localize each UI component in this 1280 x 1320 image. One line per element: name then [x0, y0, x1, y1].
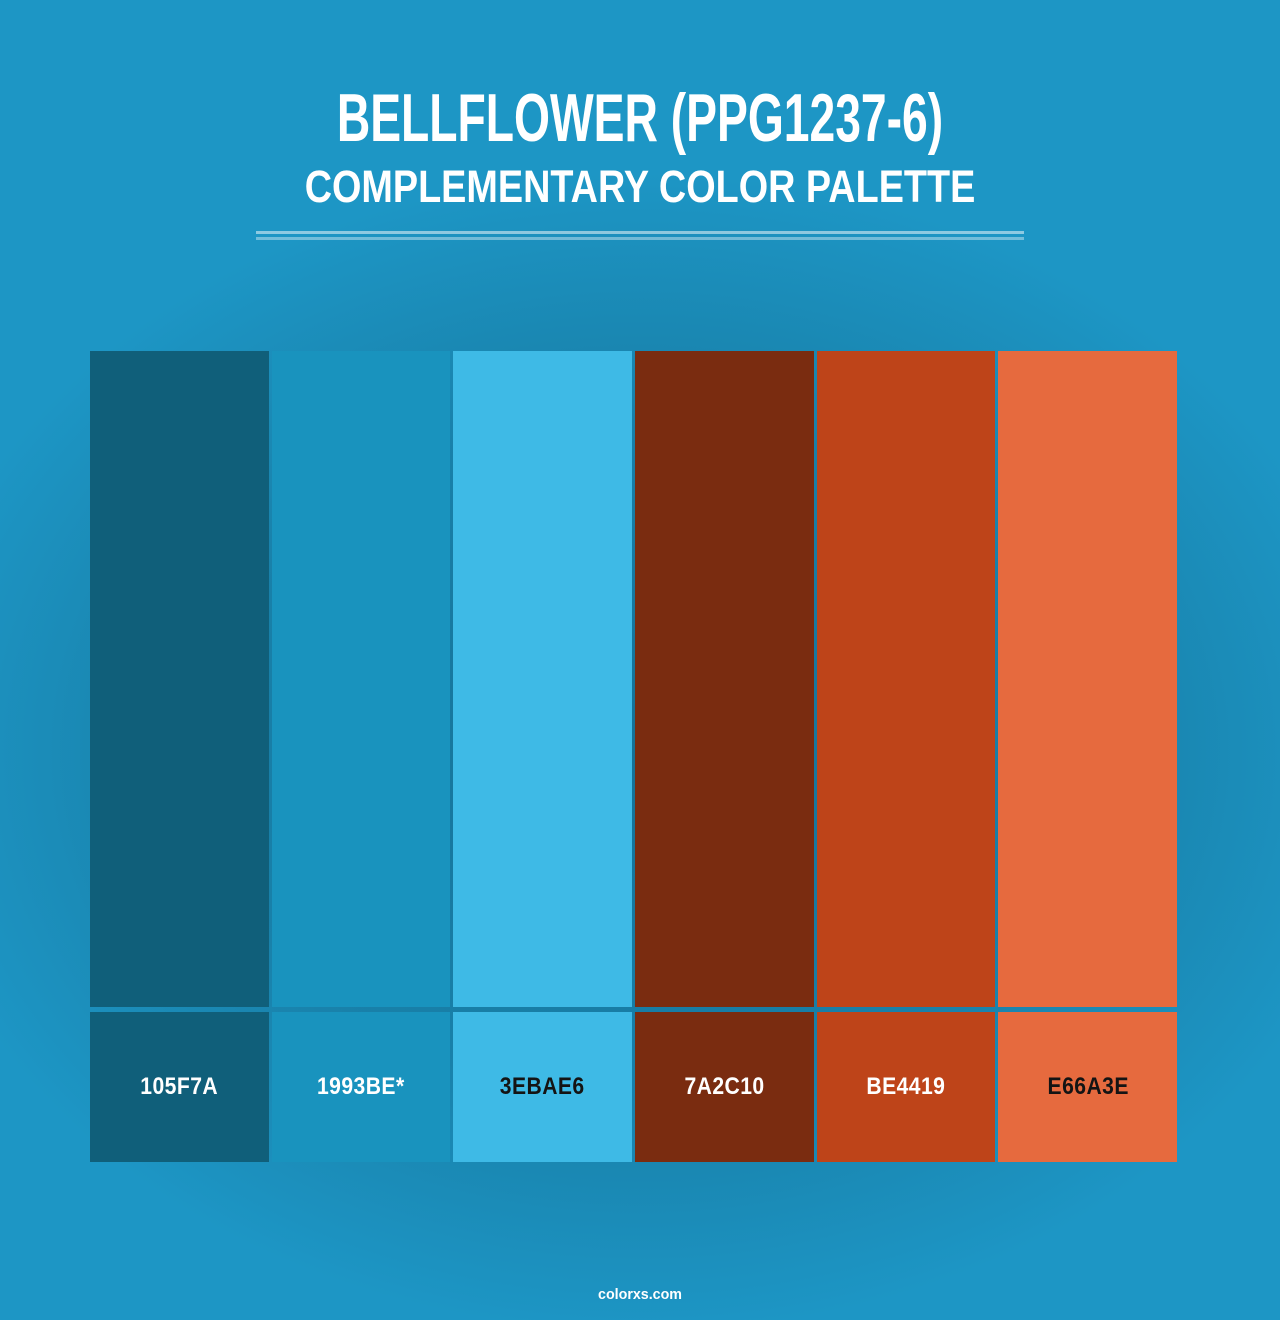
- color-palette: 105F7A 1993BE* 3EBAE6 7A2C10 BE4419 E66A…: [90, 351, 1178, 1162]
- swatch-label-box: 1993BE*: [271, 1012, 451, 1162]
- swatch-label-box: E66A3E: [998, 1012, 1178, 1162]
- color-swatch: [816, 351, 996, 1007]
- swatch-label-box: 3EBAE6: [453, 1012, 633, 1162]
- color-swatch: [453, 351, 633, 1007]
- swatch-hex-label: 3EBAE6: [500, 1073, 586, 1100]
- palette-column-2: 1993BE*: [271, 351, 451, 1162]
- footer-site-label: colorxs.com: [598, 1286, 682, 1303]
- palette-column-5: BE4419: [816, 351, 996, 1162]
- swatch-label-box: 105F7A: [90, 1012, 269, 1162]
- palette-column-4: 7A2C10: [635, 351, 814, 1162]
- swatch-hex-label: E66A3E: [1047, 1073, 1129, 1100]
- swatch-label-box: BE4419: [816, 1012, 996, 1162]
- palette-column-6: E66A3E: [998, 351, 1178, 1162]
- swatch-label-box: 7A2C10: [635, 1012, 814, 1162]
- swatch-hex-label: BE4419: [866, 1073, 946, 1100]
- page-title: BELLFLOWER (PPG1237-6): [336, 80, 944, 156]
- swatch-hex-label: 7A2C10: [684, 1073, 765, 1100]
- swatch-hex-label: 105F7A: [140, 1073, 219, 1100]
- color-swatch: [635, 351, 814, 1007]
- swatch-hex-label: 1993BE*: [317, 1073, 405, 1100]
- color-swatch: [271, 351, 451, 1007]
- color-swatch: [998, 351, 1178, 1007]
- palette-column-1: 105F7A: [90, 351, 269, 1162]
- page-subtitle: COMPLEMENTARY COLOR PALETTE: [304, 161, 976, 212]
- title-divider: [256, 231, 1024, 240]
- palette-column-3: 3EBAE6: [453, 351, 633, 1162]
- color-swatch: [90, 351, 269, 1007]
